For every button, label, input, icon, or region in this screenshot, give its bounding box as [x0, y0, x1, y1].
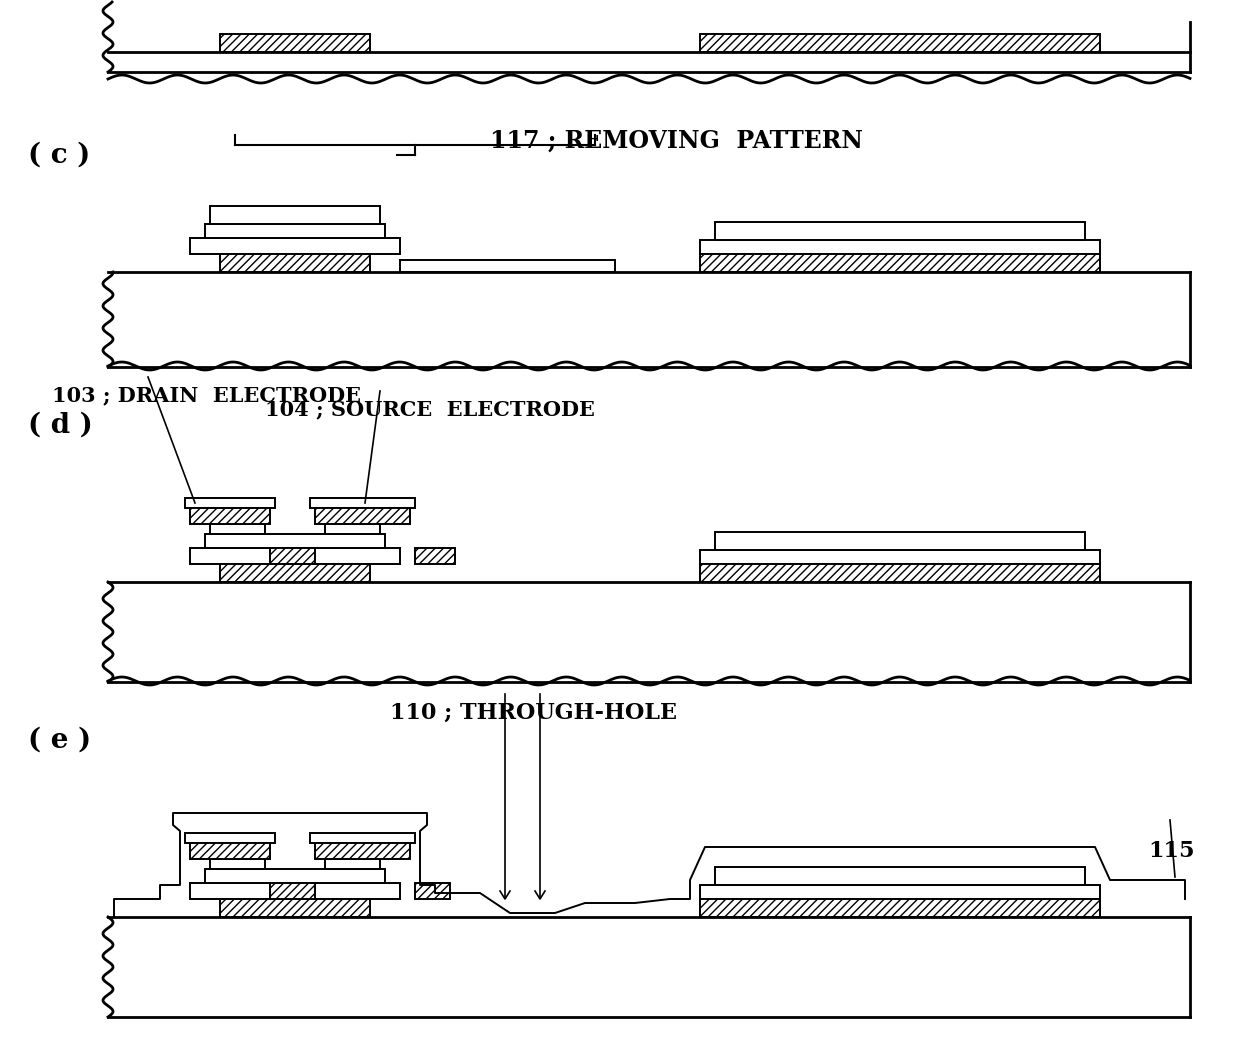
- Bar: [270, 883, 315, 899]
- Text: ( e ): ( e ): [29, 727, 91, 754]
- Bar: [310, 833, 415, 843]
- Bar: [715, 222, 1085, 240]
- Text: 103 ; DRAIN  ELECTRODE: 103 ; DRAIN ELECTRODE: [52, 384, 361, 405]
- Bar: [701, 899, 1100, 917]
- Bar: [185, 833, 275, 843]
- Bar: [325, 859, 379, 869]
- Text: 117 ; REMOVING  PATTERN: 117 ; REMOVING PATTERN: [490, 129, 863, 153]
- Bar: [415, 883, 450, 899]
- Bar: [701, 899, 1100, 917]
- Bar: [715, 532, 1085, 550]
- Bar: [315, 508, 410, 524]
- Bar: [325, 524, 379, 534]
- Bar: [715, 867, 1085, 885]
- Bar: [210, 524, 265, 534]
- Bar: [219, 564, 370, 582]
- Bar: [310, 498, 415, 508]
- Bar: [190, 883, 401, 899]
- Bar: [205, 224, 384, 238]
- Bar: [205, 869, 384, 883]
- Text: ( c ): ( c ): [29, 142, 91, 169]
- Bar: [210, 859, 265, 869]
- Bar: [190, 508, 270, 524]
- Bar: [205, 534, 384, 548]
- Bar: [190, 238, 401, 254]
- Bar: [701, 254, 1100, 272]
- Bar: [701, 34, 1100, 52]
- Bar: [701, 885, 1100, 899]
- Bar: [315, 843, 410, 859]
- Bar: [190, 843, 270, 859]
- Bar: [190, 548, 401, 564]
- Bar: [701, 240, 1100, 254]
- Bar: [219, 899, 370, 917]
- Text: 115: 115: [1148, 840, 1194, 862]
- Bar: [701, 564, 1100, 582]
- Text: 104 ; SOURCE  ELECTRODE: 104 ; SOURCE ELECTRODE: [265, 399, 595, 419]
- Bar: [219, 34, 370, 52]
- Bar: [185, 498, 275, 508]
- Bar: [401, 260, 615, 272]
- Bar: [415, 548, 455, 564]
- Text: 110 ; THROUGH-HOLE: 110 ; THROUGH-HOLE: [391, 702, 677, 724]
- Bar: [210, 206, 379, 224]
- Text: ( d ): ( d ): [29, 412, 93, 439]
- Bar: [270, 548, 315, 564]
- Bar: [219, 254, 370, 272]
- Bar: [701, 550, 1100, 564]
